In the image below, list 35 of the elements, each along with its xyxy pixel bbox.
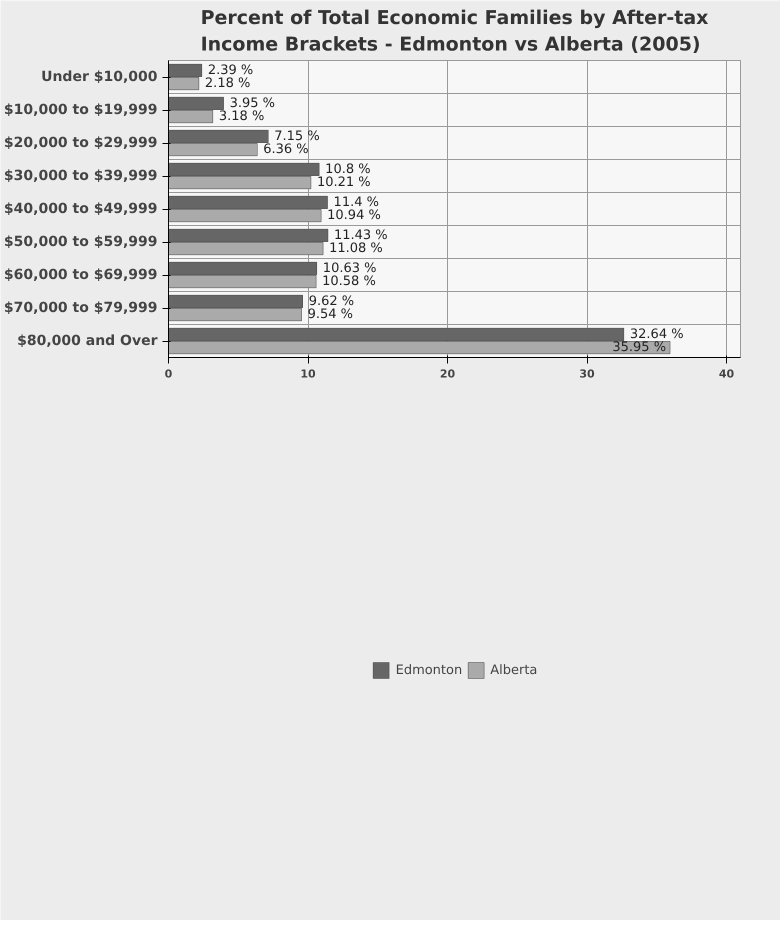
data-label: 11.4 % [334,194,379,210]
data-label: 2.39 % [208,62,254,78]
data-label: 10.8 % [325,162,371,177]
data-label: 35.95 % [612,340,666,356]
x-tick-label: 20 [440,368,456,380]
data-label: 10.21 % [316,175,371,190]
y-tick-label: $50,000 to $59,999 [4,234,158,250]
x-tick-label: 30 [579,368,596,380]
y-tick-label: $30,000 to $39,999 [4,168,158,184]
y-tick-label: $20,000 to $29,999 [4,135,158,151]
data-label: 9.62 % [308,294,354,309]
data-label: 11.43 % [334,228,388,243]
data-label: 3.95 % [230,96,276,111]
data-label: 10.63 % [322,260,377,276]
legend-label: Edmonton [396,662,462,678]
data-label: 32.64 % [630,326,684,342]
data-label: 2.18 % [204,76,250,92]
y-tick-label: $70,000 to $79,999 [4,300,158,316]
x-tick-label: 0 [164,368,173,380]
data-label: 10.94 % [327,208,381,224]
data-label: 11.08 % [329,241,383,256]
chart-title: Percent of Total Economic Families by After-tax Income Brackets - Edmonton vs Alberta (2005) [200,7,708,56]
x-tick-label: 40 [718,368,735,380]
y-tick-label: $80,000 and Over [17,333,158,349]
y-tick-label: Under $10,000 [41,69,158,85]
y-tick-label: $40,000 to $49,999 [4,201,158,217]
y-tick-label: $60,000 to $69,999 [4,267,158,283]
y-tick-label: $10,000 to $19,999 [4,102,158,118]
data-label: 9.54 % [308,307,354,322]
data-label: 10.58 % [322,274,376,290]
legend-label: Alberta [490,662,538,678]
data-label: 6.36 % [263,142,309,158]
data-label: 3.18 % [218,109,264,124]
data-label: 7.15 % [274,128,320,144]
x-tick-label: 10 [300,368,316,380]
